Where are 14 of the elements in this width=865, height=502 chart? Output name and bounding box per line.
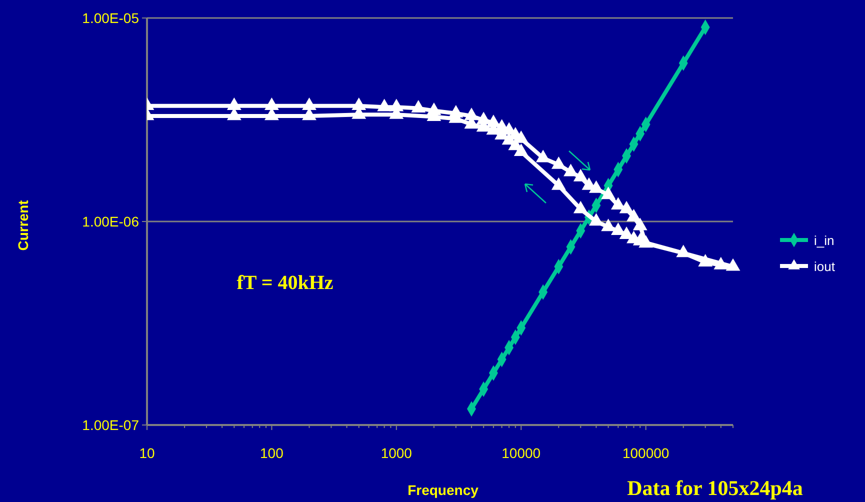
x-tick-label: 10000 <box>502 445 541 461</box>
x-axis-title: Frequency <box>408 482 479 498</box>
x-tick-label: 10 <box>139 445 155 461</box>
annotation: fT = 40kHz <box>236 272 334 294</box>
legend-label: iout <box>814 259 836 274</box>
x-tick-label: 100000 <box>622 445 670 461</box>
y-tick-label: 1.00E-05 <box>82 10 140 26</box>
x-tick-label: 100 <box>260 445 284 461</box>
x-tick-label: 1000 <box>380 445 412 461</box>
legend-label: i_in <box>814 233 834 248</box>
y-tick-label: 1.00E-06 <box>82 214 140 230</box>
text: Data for 105x24p4a <box>627 476 804 500</box>
y-axis-title: Current <box>15 200 31 251</box>
y-tick-label: 1.00E-07 <box>82 417 140 433</box>
